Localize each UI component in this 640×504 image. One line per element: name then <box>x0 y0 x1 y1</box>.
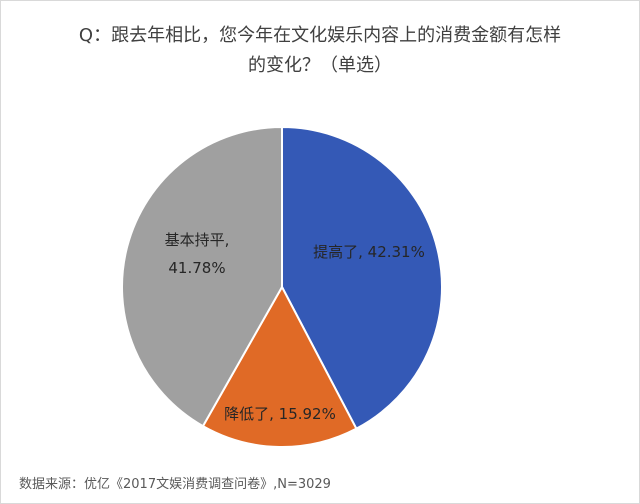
pie-slice-3 <box>121 125 283 428</box>
chart-title-line-2: 的变化？（单选） <box>248 55 392 76</box>
pie-slice-2 <box>201 284 358 448</box>
chart-title-line-1: Q：跟去年相比，您今年在文化娱乐内容上的消费金额有怎样 <box>78 25 562 46</box>
slice-label-2: 降低了, 15.92% <box>224 405 336 423</box>
chart-title: Q：跟去年相比，您今年在文化娱乐内容上的消费金额有怎样 的变化？（单选） <box>1 21 639 81</box>
slice-label-3: 基本持平, 41.78% <box>165 231 230 277</box>
pie-slice-1 <box>281 125 443 431</box>
data-source-note: 数据来源：优亿《2017文娱消费调查问卷》,N=3029 <box>19 477 331 492</box>
slice-label-1: 提高了, 42.31% <box>313 243 425 261</box>
